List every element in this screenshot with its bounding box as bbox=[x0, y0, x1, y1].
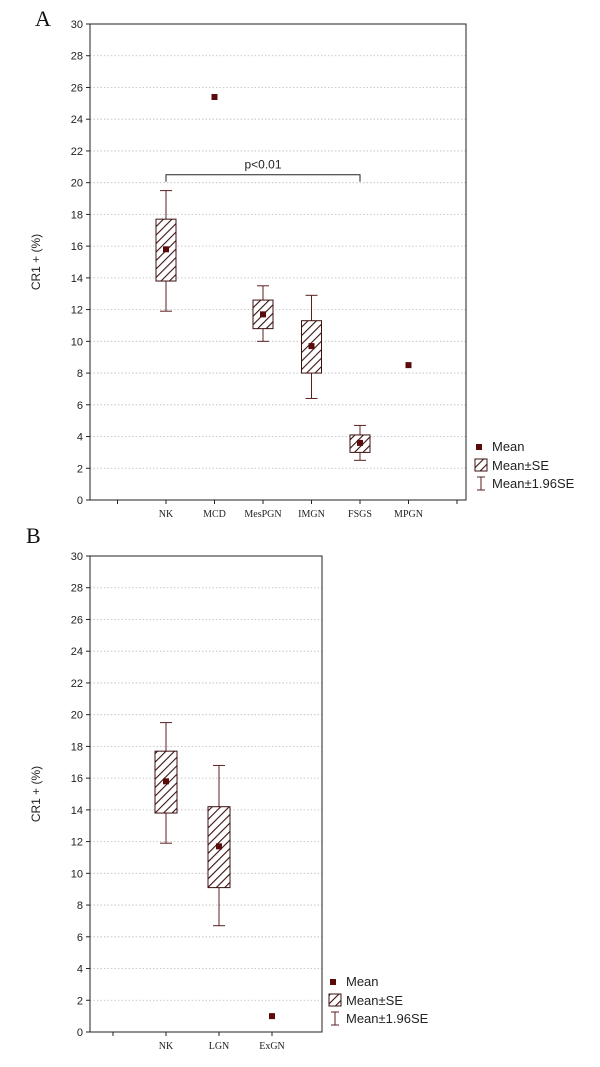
panel-b-plot-frame bbox=[89, 555, 323, 1033]
panel-a-mespgn-mean-marker bbox=[260, 311, 266, 318]
panel-a-y-tick-label: 10 bbox=[71, 336, 83, 348]
panel-a-y-tick-label: 28 bbox=[71, 51, 83, 63]
panel-a-significance-label: p<0.01 bbox=[244, 158, 281, 172]
panel-b-y-tick-label: 6 bbox=[77, 932, 83, 944]
panel-b-y-tick-label: 22 bbox=[71, 678, 83, 690]
panel-b-y-tick-label: 20 bbox=[71, 710, 83, 722]
panel-a-y-tick-label: 18 bbox=[71, 209, 83, 221]
panel-b-lgn-mean-marker bbox=[216, 843, 222, 850]
panel-a-y-axis-title: CR1 + (%) bbox=[29, 234, 43, 290]
panel-a-y-tick-label: 12 bbox=[71, 305, 83, 317]
panel-a-mpgn-mean-marker bbox=[405, 362, 412, 369]
panel-b-exgn-mean-marker bbox=[269, 1013, 275, 1020]
panel-a-legend-mean-swatch bbox=[476, 444, 482, 450]
panel-b-y-tick-label: 4 bbox=[77, 964, 83, 976]
panel-a-plot-frame bbox=[89, 23, 467, 501]
panel-a-category-label-mespgn: MesPGN bbox=[244, 509, 281, 520]
panel-a-y-tick-label: 6 bbox=[77, 400, 83, 412]
panel-a-y-tick-label: 14 bbox=[71, 273, 83, 285]
panel-a-y-tick-label: 0 bbox=[77, 495, 83, 507]
panel-a-y-tick-label: 2 bbox=[77, 463, 83, 475]
panel-b-category-label-nk: NK bbox=[159, 1041, 174, 1052]
panel-a-legend-mean-label: Mean bbox=[492, 439, 525, 454]
panel-a-y-tick-label: 26 bbox=[71, 82, 83, 94]
panel-a-legend-ci-label: Mean±1.96SE bbox=[492, 476, 575, 491]
panel-a-mcd-mean-marker bbox=[211, 93, 218, 100]
panel-b-y-axis-title: CR1 + (%) bbox=[29, 766, 43, 822]
panel-b-category-label-exgn: ExGN bbox=[259, 1041, 285, 1052]
panel-a-y-tick-label: 22 bbox=[71, 146, 83, 158]
panel-a-y-tick-label: 24 bbox=[71, 114, 83, 126]
panel-b-legend-se-label: Mean±SE bbox=[346, 993, 403, 1008]
panel-b-legend-mean-label: Mean bbox=[346, 974, 379, 989]
panel-b-y-tick-label: 14 bbox=[71, 805, 83, 817]
panel-b-legend-mean-swatch bbox=[330, 979, 336, 985]
panel-b-nk-mean-marker bbox=[163, 778, 169, 785]
panel-a-category-label-fsgs: FSGS bbox=[348, 509, 372, 520]
panel-a-letter: A bbox=[35, 6, 51, 31]
panel-b-y-tick-label: 18 bbox=[71, 741, 83, 753]
panel-b-y-tick-label: 2 bbox=[77, 995, 83, 1007]
panel-b-y-tick-label: 28 bbox=[71, 583, 83, 595]
panel-b-y-tick-label: 26 bbox=[71, 614, 83, 626]
panel-a-legend-se-swatch bbox=[474, 458, 488, 472]
panel-a-category-label-mpgn: MPGN bbox=[394, 509, 423, 520]
panel-a-y-tick-label: 4 bbox=[77, 432, 83, 444]
panel-b-letter: B bbox=[26, 523, 41, 548]
panel-a-y-tick-label: 30 bbox=[71, 19, 83, 31]
panel-b-y-tick-label: 16 bbox=[71, 773, 83, 785]
panel-b-y-tick-label: 30 bbox=[71, 551, 83, 563]
panel-a-nk-mean-marker bbox=[163, 246, 169, 253]
panel-b-y-tick-label: 24 bbox=[71, 646, 83, 658]
panel-a-category-label-mcd: MCD bbox=[203, 509, 226, 520]
panel-b-y-tick-label: 10 bbox=[71, 868, 83, 880]
panel-a-y-tick-label: 16 bbox=[71, 241, 83, 253]
panel-a-y-tick-label: 20 bbox=[71, 178, 83, 190]
panel-a-category-label-imgn: IMGN bbox=[298, 509, 325, 520]
panel-b-y-tick-label: 8 bbox=[77, 900, 83, 912]
panel-b-legend-se-swatch bbox=[328, 993, 342, 1007]
panel-b-y-tick-label: 0 bbox=[77, 1027, 83, 1039]
panel-a-significance-bracket bbox=[165, 174, 361, 182]
panel-b-category-label-lgn: LGN bbox=[209, 1041, 230, 1052]
panel-a-legend-se-label: Mean±SE bbox=[492, 458, 549, 473]
panel-b-legend-ci-label: Mean±1.96SE bbox=[346, 1011, 429, 1026]
panel-a-category-label-nk: NK bbox=[159, 509, 174, 520]
panel-a-imgn-mean-marker bbox=[308, 343, 315, 350]
panel-a-fsgs-mean-marker bbox=[357, 439, 363, 446]
panel-a-y-tick-label: 8 bbox=[77, 368, 83, 380]
panel-b-y-tick-label: 12 bbox=[71, 837, 83, 849]
